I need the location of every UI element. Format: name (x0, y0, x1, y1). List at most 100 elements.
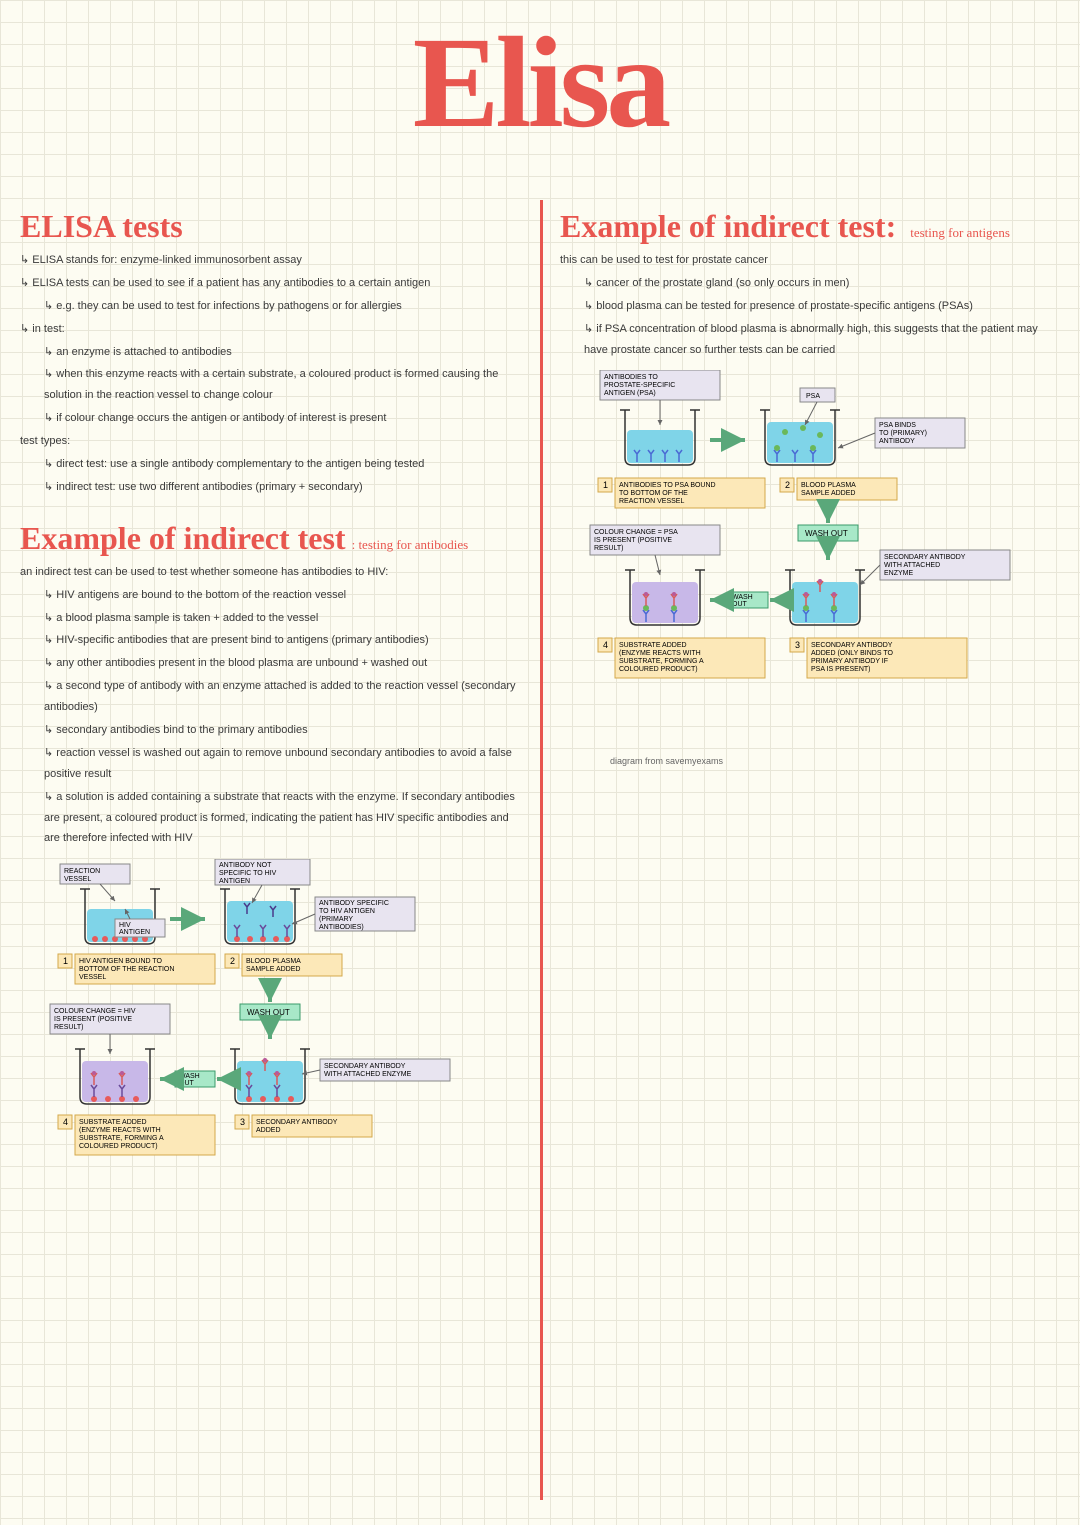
note: indirect test: use two different antibod… (20, 477, 520, 498)
svg-text:VESSEL: VESSEL (79, 974, 106, 981)
svg-text:WITH ATTACHED ENZYME: WITH ATTACHED ENZYME (324, 1071, 412, 1078)
svg-text:ANTIGEN: ANTIGEN (219, 878, 250, 885)
svg-text:SAMPLE ADDED: SAMPLE ADDED (246, 966, 300, 973)
svg-text:PSA BINDS: PSA BINDS (879, 422, 916, 429)
svg-text:2: 2 (230, 956, 235, 966)
note: this can be used to test for prostate ca… (560, 250, 1060, 271)
svg-text:OUT: OUT (179, 1080, 195, 1087)
heading-sub: testing for antigens (910, 225, 1010, 240)
svg-text:ADDED (ONLY BINDS TO: ADDED (ONLY BINDS TO (811, 650, 894, 657)
diagram-credit: diagram from savemyexams (610, 756, 1060, 766)
svg-text:SPECIFIC TO HIV: SPECIFIC TO HIV (219, 870, 277, 877)
svg-text:ANTIBODY: ANTIBODY (879, 438, 915, 445)
page-title: Elisa (0, 0, 1080, 148)
note: if colour change occurs the antigen or a… (20, 408, 520, 429)
svg-text:WASH: WASH (732, 594, 753, 601)
heading-sub: : testing for antibodies (352, 537, 469, 552)
svg-text:COLOURED PRODUCT): COLOURED PRODUCT) (619, 666, 698, 673)
svg-text:SUBSTRATE ADDED: SUBSTRATE ADDED (619, 642, 687, 649)
svg-text:PSA IS PRESENT): PSA IS PRESENT) (811, 666, 871, 673)
note: any other antibodies present in the bloo… (20, 653, 520, 674)
svg-text:(ENZYME REACTS WITH: (ENZYME REACTS WITH (619, 650, 701, 657)
svg-text:COLOURED PRODUCT): COLOURED PRODUCT) (79, 1143, 158, 1150)
svg-text:ANTIBODIES): ANTIBODIES) (319, 924, 364, 931)
svg-text:SUBSTRATE ADDED: SUBSTRATE ADDED (79, 1119, 147, 1126)
svg-text:REACTION VESSEL: REACTION VESSEL (619, 498, 684, 505)
svg-text:4: 4 (603, 640, 608, 650)
note: ELISA stands for: enzyme-linked immunoso… (20, 250, 520, 271)
svg-text:SECONDARY ANTIBODY: SECONDARY ANTIBODY (884, 554, 966, 561)
svg-text:RESULT): RESULT) (54, 1024, 83, 1031)
svg-text:BLOOD PLASMA: BLOOD PLASMA (801, 482, 856, 489)
svg-text:BLOOD PLASMA: BLOOD PLASMA (246, 958, 301, 965)
svg-text:SAMPLE ADDED: SAMPLE ADDED (801, 490, 855, 497)
svg-text:PRIMARY ANTIBODY IF: PRIMARY ANTIBODY IF (811, 658, 888, 665)
svg-text:3: 3 (240, 1117, 245, 1127)
heading-elisa-tests: ELISA tests (20, 210, 520, 242)
note: direct test: use a single antibody compl… (20, 454, 520, 475)
svg-text:IS PRESENT (POSITIVE: IS PRESENT (POSITIVE (594, 537, 672, 544)
note: an enzyme is attached to antibodies (20, 342, 520, 363)
svg-text:ADDED: ADDED (256, 1127, 281, 1134)
note: blood plasma can be tested for presence … (560, 296, 1060, 317)
column-divider (540, 200, 543, 1500)
note: in test: (20, 319, 520, 340)
heading-text: Example of indirect test: (560, 208, 896, 244)
note: an indirect test can be used to test whe… (20, 562, 520, 583)
svg-text:TO HIV ANTIGEN: TO HIV ANTIGEN (319, 908, 375, 915)
svg-text:WASH OUT: WASH OUT (247, 1008, 290, 1017)
svg-text:BOTTOM OF THE REACTION: BOTTOM OF THE REACTION (79, 966, 174, 973)
svg-text:WASH OUT: WASH OUT (805, 529, 848, 538)
svg-text:3: 3 (795, 640, 800, 650)
svg-text:ANTIBODIES TO: ANTIBODIES TO (604, 374, 658, 381)
note: cancer of the prostate gland (so only oc… (560, 273, 1060, 294)
svg-text:TO BOTTOM OF THE: TO BOTTOM OF THE (619, 490, 688, 497)
note: HIV-specific antibodies that are present… (20, 630, 520, 651)
svg-text:(PRIMARY: (PRIMARY (319, 916, 353, 923)
left-column: ELISA tests ELISA stands for: enzyme-lin… (20, 210, 520, 1229)
svg-text:ANTIBODY NOT: ANTIBODY NOT (219, 862, 272, 869)
svg-text:WASH: WASH (179, 1073, 200, 1080)
note: ELISA tests can be used to see if a pati… (20, 273, 520, 294)
svg-text:HIV: HIV (119, 922, 131, 929)
note: HIV antigens are bound to the bottom of … (20, 585, 520, 606)
svg-text:HIV ANTIGEN BOUND TO: HIV ANTIGEN BOUND TO (79, 958, 163, 965)
svg-text:ANTIGEN (PSA): ANTIGEN (PSA) (604, 390, 656, 397)
svg-text:4: 4 (63, 1117, 68, 1127)
svg-text:2: 2 (785, 480, 790, 490)
heading-text: Example of indirect test (20, 520, 346, 556)
note: e.g. they can be used to test for infect… (20, 296, 520, 317)
svg-text:VESSEL: VESSEL (64, 876, 91, 883)
diagram-hiv-indirect-test: REACTION VESSEL HIV ANTIGEN (40, 859, 480, 1229)
note: a blood plasma sample is taken + added t… (20, 608, 520, 629)
svg-text:SECONDARY ANTIBODY: SECONDARY ANTIBODY (256, 1119, 338, 1126)
svg-text:ENZYME: ENZYME (884, 570, 914, 577)
svg-text:ANTIBODIES TO PSA BOUND: ANTIBODIES TO PSA BOUND (619, 482, 716, 489)
svg-text:SECONDARY ANTIBODY: SECONDARY ANTIBODY (811, 642, 893, 649)
note: test types: (20, 431, 520, 452)
svg-text:ANTIGEN: ANTIGEN (119, 929, 150, 936)
svg-text:PROSTATE-SPECIFIC: PROSTATE-SPECIFIC (604, 382, 675, 389)
svg-text:SECONDARY ANTIBODY: SECONDARY ANTIBODY (324, 1063, 406, 1070)
svg-text:ANTIBODY SPECIFIC: ANTIBODY SPECIFIC (319, 900, 389, 907)
heading-example-indirect-antibodies: Example of indirect test : testing for an… (20, 522, 520, 554)
svg-text:(ENZYME REACTS WITH: (ENZYME REACTS WITH (79, 1127, 161, 1134)
heading-example-indirect-antigens: Example of indirect test: testing for an… (560, 210, 1060, 242)
svg-text:PSA: PSA (806, 393, 820, 400)
diagram-psa-indirect-test: ANTIBODIES TO PROSTATE-SPECIFIC ANTIGEN … (580, 370, 1020, 750)
note: reaction vessel is washed out again to r… (20, 743, 520, 785)
svg-text:OUT: OUT (732, 601, 748, 608)
svg-text:1: 1 (603, 480, 608, 490)
note: secondary antibodies bind to the primary… (20, 720, 520, 741)
svg-text:SUBSTRATE, FORMING A: SUBSTRATE, FORMING A (79, 1135, 164, 1142)
svg-text:RESULT): RESULT) (594, 545, 623, 552)
note: a solution is added containing a substra… (20, 787, 520, 850)
svg-text:1: 1 (63, 956, 68, 966)
svg-text:COLOUR CHANGE = PSA: COLOUR CHANGE = PSA (594, 529, 678, 536)
svg-text:TO (PRIMARY): TO (PRIMARY) (879, 430, 927, 437)
svg-text:SUBSTRATE, FORMING A: SUBSTRATE, FORMING A (619, 658, 704, 665)
right-column: Example of indirect test: testing for an… (560, 210, 1060, 766)
note: when this enzyme reacts with a certain s… (20, 364, 520, 406)
label-reaction-vessel: REACTION (64, 868, 100, 875)
svg-text:COLOUR CHANGE = HIV: COLOUR CHANGE = HIV (54, 1008, 136, 1015)
